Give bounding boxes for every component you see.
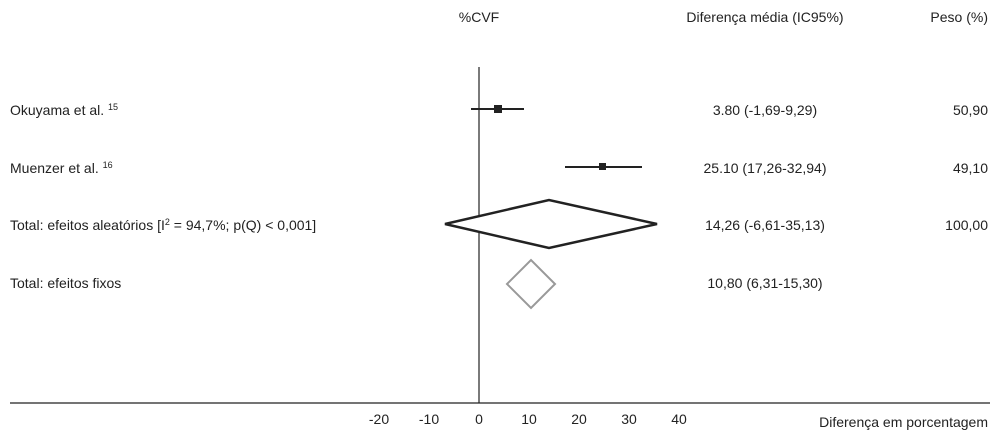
study-label-muenzer: Muenzer et al. 16 xyxy=(10,160,113,176)
weight-okuyama: 50,90 xyxy=(953,102,988,118)
tick-label: -20 xyxy=(369,411,389,427)
point-estimate-okuyama xyxy=(494,105,502,113)
tick-label: 20 xyxy=(571,411,587,427)
diamond-total-random xyxy=(444,198,658,250)
tick-label: 0 xyxy=(475,411,483,427)
effect-text-total-fixed: 10,80 (6,31-15,30) xyxy=(707,275,822,291)
tick-label: 40 xyxy=(671,411,687,427)
effect-text-total-random: 14,26 (-6,61-35,13) xyxy=(705,217,825,233)
weight-column-header: Peso (%) xyxy=(930,9,988,25)
tick-label: 30 xyxy=(621,411,637,427)
total-random-label: Total: efeitos aleatórios [I2 = 94,7%; p… xyxy=(10,217,316,233)
weight-total-random: 100,00 xyxy=(945,217,988,233)
tick-label: -10 xyxy=(419,411,439,427)
plot-column-header: %CVF xyxy=(459,9,499,25)
point-estimate-muenzer xyxy=(599,163,606,170)
effect-text-okuyama: 3.80 (-1,69-9,29) xyxy=(713,102,817,118)
effect-text-muenzer: 25.10 (17,26-32,94) xyxy=(704,160,827,176)
tick-label: 10 xyxy=(521,411,537,427)
weight-muenzer: 49,10 xyxy=(953,160,988,176)
effect-column-header: Diferença média (IC95%) xyxy=(686,9,843,25)
total-fixed-label: Total: efeitos fixos xyxy=(10,275,121,291)
diamond-total-fixed xyxy=(505,258,557,310)
study-label-okuyama: Okuyama et al. 15 xyxy=(10,102,118,118)
x-axis-label: Diferença em porcentagem xyxy=(819,414,988,430)
